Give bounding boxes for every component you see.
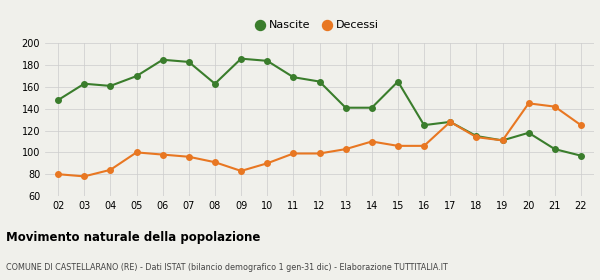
Nascite [446,120,454,123]
Decessi [577,123,584,127]
Nascite [55,98,62,102]
Decessi [394,144,401,148]
Line: Nascite: Nascite [55,56,584,158]
Nascite [159,58,166,61]
Decessi [525,102,532,105]
Decessi [211,160,218,164]
Nascite [499,139,506,142]
Nascite [238,57,245,60]
Nascite [263,59,271,62]
Decessi [107,168,114,172]
Nascite [551,148,559,151]
Nascite [368,106,376,109]
Nascite [473,134,480,138]
Text: COMUNE DI CASTELLARANO (RE) - Dati ISTAT (bilancio demografico 1 gen-31 dic) - E: COMUNE DI CASTELLARANO (RE) - Dati ISTAT… [6,263,448,272]
Line: Decessi: Decessi [55,101,584,179]
Decessi [290,152,297,155]
Decessi [473,136,480,139]
Nascite [211,82,218,85]
Decessi [342,148,349,151]
Decessi [238,169,245,172]
Decessi [551,105,559,108]
Text: Movimento naturale della popolazione: Movimento naturale della popolazione [6,231,260,244]
Nascite [342,106,349,109]
Decessi [133,151,140,154]
Decessi [55,172,62,176]
Nascite [316,80,323,83]
Nascite [421,123,428,127]
Nascite [394,80,401,83]
Decessi [446,120,454,123]
Legend: Nascite, Decessi: Nascite, Decessi [256,15,383,34]
Nascite [577,154,584,157]
Nascite [185,60,193,64]
Nascite [525,131,532,134]
Nascite [80,82,88,85]
Decessi [159,153,166,156]
Decessi [421,144,428,148]
Decessi [185,155,193,158]
Decessi [316,152,323,155]
Decessi [80,175,88,178]
Nascite [133,74,140,78]
Nascite [290,76,297,79]
Decessi [263,162,271,165]
Decessi [499,139,506,142]
Nascite [107,84,114,88]
Decessi [368,140,376,143]
